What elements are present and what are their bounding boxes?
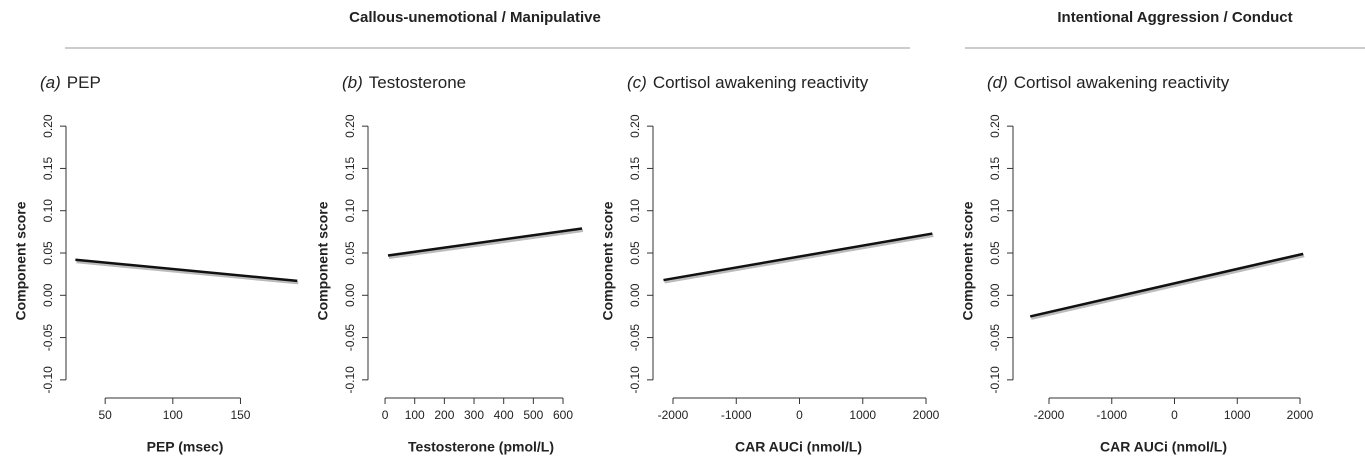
x-tick-label: 150	[230, 408, 250, 422]
y-tick-label: 0.20	[41, 114, 55, 138]
panel-title: (b) Testosterone	[342, 73, 466, 92]
group-title: Intentional Aggression / Conduct	[1057, 9, 1292, 26]
y-tick-label: 0.10	[343, 199, 357, 223]
y-tick-label: 0.05	[628, 241, 642, 265]
x-tick-label: 50	[98, 408, 112, 422]
y-tick-label: -0.10	[628, 366, 642, 394]
panel-title-text: PEP	[67, 73, 101, 92]
panel-label: (b)	[342, 73, 363, 92]
trend-shadow	[1030, 254, 1305, 320]
panel-title-text: Testosterone	[369, 73, 466, 92]
trend-shadow	[76, 260, 299, 285]
y-axis-label: Component score	[600, 201, 616, 320]
x-tick-label: -1000	[721, 408, 752, 422]
y-tick-label: 0.20	[988, 114, 1002, 138]
y-tick-label: 0.00	[343, 283, 357, 307]
x-axis-label: CAR AUCi (nmol/L)	[1100, 439, 1227, 455]
y-tick-label: 0.05	[988, 241, 1002, 265]
x-tick-label: 2000	[1287, 408, 1314, 422]
y-tick-label: 0.10	[988, 199, 1002, 223]
y-tick-label: 0.15	[41, 156, 55, 180]
panel-label: (d)	[987, 73, 1008, 92]
panel-label: (a)	[40, 73, 61, 92]
trend-shadow	[388, 228, 584, 260]
x-tick-label: 400	[494, 408, 514, 422]
x-tick-label: 0	[1171, 408, 1178, 422]
trend-line	[387, 227, 583, 257]
y-axis-label: Component score	[315, 201, 331, 320]
panel-label: (c)	[627, 73, 647, 92]
y-tick-label: -0.10	[41, 366, 55, 394]
y-tick-label: -0.05	[988, 324, 1002, 352]
y-tick-label: 0.00	[988, 283, 1002, 307]
y-tick-label: 0.00	[41, 283, 55, 307]
y-tick-label: 0.05	[343, 241, 357, 265]
panel-title-text: Cortisol awakening reactivity	[1014, 73, 1230, 92]
x-tick-label: 2000	[913, 408, 940, 422]
y-tick-label: -0.05	[41, 324, 55, 352]
x-tick-label: 200	[434, 408, 454, 422]
y-tick-label: -0.10	[988, 366, 1002, 394]
trend-line	[663, 232, 933, 282]
y-axis-label: Component score	[960, 201, 976, 320]
trend-shadow	[664, 234, 934, 284]
trend-line	[75, 258, 298, 283]
y-tick-label: 0.00	[628, 283, 642, 307]
x-axis-label: PEP (msec)	[147, 439, 224, 455]
group-title: Callous-unemotional / Manipulative	[349, 9, 601, 26]
y-tick-label: -0.05	[628, 324, 642, 352]
panel-title: (d) Cortisol awakening reactivity	[987, 73, 1230, 92]
x-tick-label: 300	[464, 408, 484, 422]
x-axis-label: CAR AUCi (nmol/L)	[735, 439, 862, 455]
x-tick-label: 500	[523, 408, 543, 422]
x-tick-label: 1000	[849, 408, 876, 422]
x-tick-label: 100	[163, 408, 183, 422]
x-axis-label: Testosterone (pmol/L)	[408, 439, 554, 455]
y-tick-label: 0.05	[41, 241, 55, 265]
y-tick-label: 0.10	[41, 199, 55, 223]
x-tick-label: 100	[405, 408, 425, 422]
y-axis-label: Component score	[13, 201, 29, 320]
y-tick-label: -0.10	[343, 366, 357, 394]
x-tick-label: -2000	[1034, 408, 1065, 422]
panel-title-text: Cortisol awakening reactivity	[653, 73, 869, 92]
y-tick-label: 0.10	[628, 199, 642, 223]
y-tick-label: 0.20	[628, 114, 642, 138]
panel-title: (a) PEP	[40, 73, 101, 92]
x-tick-label: 600	[553, 408, 573, 422]
x-tick-label: 0	[382, 408, 389, 422]
x-tick-label: -1000	[1096, 408, 1127, 422]
panel-title: (c) Cortisol awakening reactivity	[627, 73, 869, 92]
y-tick-label: 0.15	[988, 156, 1002, 180]
x-tick-label: 0	[796, 408, 803, 422]
x-tick-label: -2000	[658, 408, 689, 422]
y-tick-label: -0.05	[343, 324, 357, 352]
y-tick-label: 0.20	[343, 114, 357, 138]
x-tick-label: 1000	[1224, 408, 1251, 422]
y-tick-label: 0.15	[343, 156, 357, 180]
y-tick-label: 0.15	[628, 156, 642, 180]
trend-line	[1029, 252, 1304, 318]
